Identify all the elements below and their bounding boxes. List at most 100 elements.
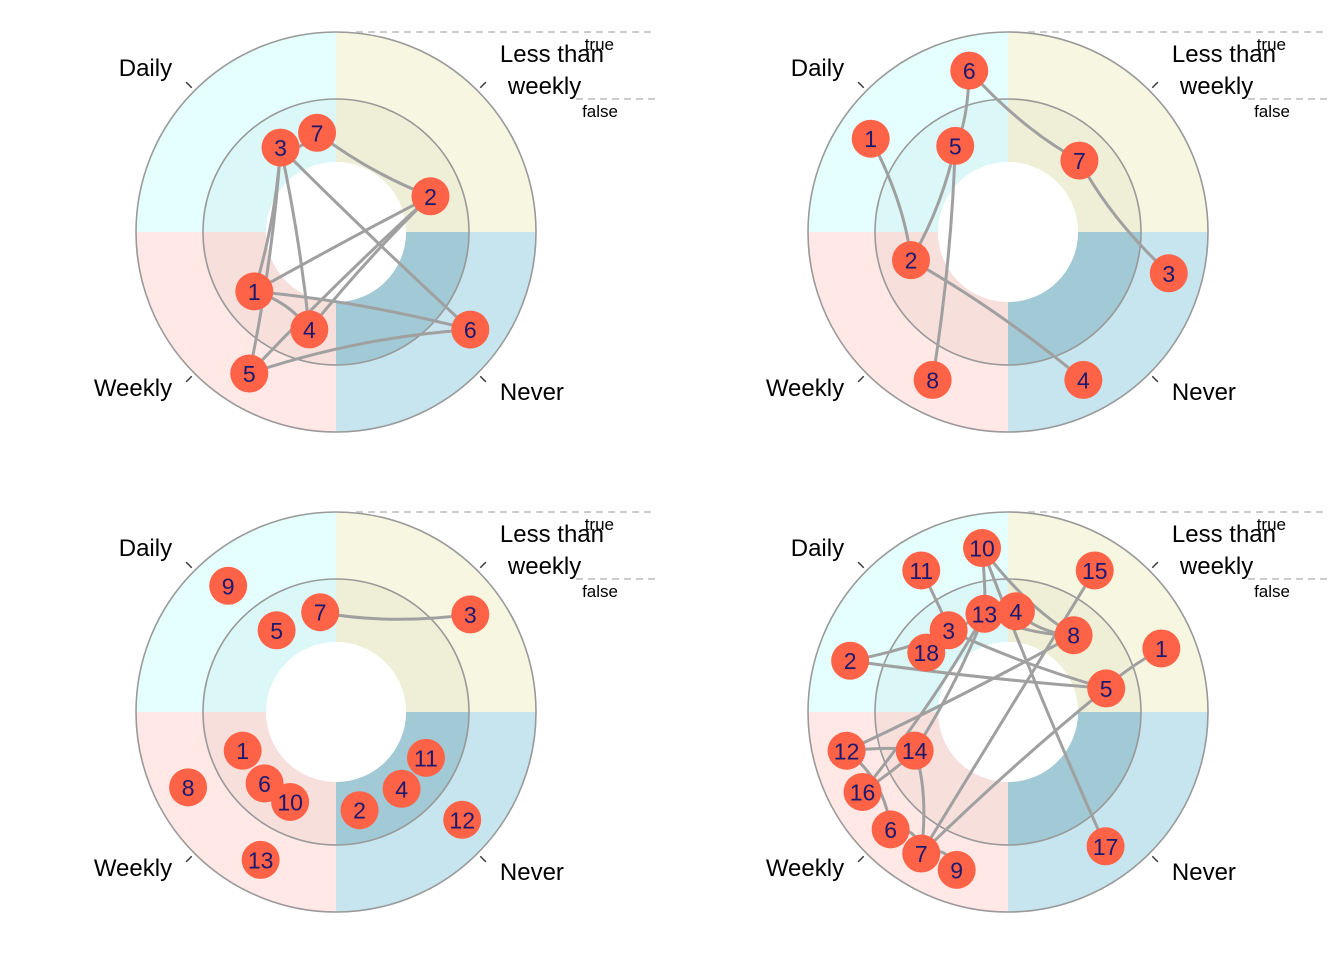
- ring-label-true: true: [1257, 515, 1286, 534]
- node-4: [1064, 360, 1103, 399]
- node-1: [1142, 629, 1181, 668]
- edge-10-17: [980, 547, 1107, 847]
- sector-outer-3: [136, 232, 336, 432]
- node-label-11: 11: [909, 558, 933, 584]
- sector-inner-2: [1008, 232, 1141, 365]
- edge-3-4: [279, 147, 311, 330]
- sector-label-3: Weekly: [766, 855, 844, 882]
- network-panel-2: true false Daily Less than weekly Never Weekly…: [766, 31, 1328, 433]
- network-panel-3: true false Daily Less than weekly Never Weekly…: [94, 511, 656, 913]
- node-12: [827, 731, 866, 770]
- node-1: [851, 119, 890, 158]
- sector-tick-0: [185, 81, 193, 89]
- node-label-7: 7: [915, 841, 928, 867]
- sector-outer-2: [336, 712, 536, 912]
- node-5: [1087, 669, 1126, 708]
- node-label-13: 13: [248, 847, 274, 873]
- sector-label-1: Less than weekly: [1172, 521, 1276, 580]
- node-label-8: 8: [1067, 623, 1080, 649]
- node-7: [298, 113, 337, 152]
- node-14: [895, 731, 934, 770]
- ring-label-true: true: [585, 35, 614, 54]
- node-label-2: 2: [905, 248, 918, 274]
- node-label-6: 6: [884, 817, 897, 843]
- sector-outer-0: [136, 32, 336, 232]
- edge-8-12: [845, 633, 1075, 753]
- node-9: [937, 850, 976, 889]
- sector-outer-3: [808, 232, 1008, 432]
- edge-3-6: [279, 146, 472, 331]
- node-label-3: 3: [942, 618, 955, 644]
- node-label-5: 5: [243, 361, 256, 387]
- node-label-16: 16: [850, 779, 876, 805]
- sector-tick-1: [1151, 81, 1159, 89]
- node-label-4: 4: [303, 317, 316, 343]
- node-label-8: 8: [182, 775, 195, 801]
- node-label-6: 6: [258, 771, 271, 797]
- node-label-3: 3: [274, 135, 287, 161]
- node-13: [241, 840, 280, 879]
- outer-ring: [135, 511, 537, 913]
- sector-label-0: Daily: [119, 535, 172, 562]
- node-label-2: 2: [424, 184, 437, 210]
- sector-label-2: Never: [1172, 859, 1236, 886]
- sector-label-1: Less than weekly: [1172, 41, 1276, 100]
- sector-label-1: Less than weekly: [500, 41, 604, 100]
- node-label-7: 7: [1073, 148, 1086, 174]
- sector-inner-0: [875, 99, 1008, 232]
- node-4: [996, 592, 1035, 631]
- edge-5-6: [248, 328, 471, 375]
- ring-label-false: false: [582, 102, 618, 121]
- node-3: [1149, 254, 1188, 293]
- sector-tick-3: [857, 855, 865, 863]
- middle-ring: [202, 98, 470, 366]
- ring-label-false: false: [582, 582, 618, 601]
- node-4: [290, 310, 329, 349]
- center-hole: [266, 642, 406, 782]
- node-label-5: 5: [270, 618, 283, 644]
- node-label-7: 7: [311, 120, 324, 146]
- node-label-1: 1: [248, 279, 261, 305]
- node-7: [902, 834, 941, 873]
- edge-5-2: [248, 195, 432, 375]
- node-2: [411, 177, 450, 216]
- sector-tick-2: [1151, 855, 1159, 863]
- node-label-10: 10: [277, 789, 303, 815]
- node-label-14: 14: [902, 738, 928, 764]
- sector-label-0: Daily: [791, 535, 844, 562]
- node-label-6: 6: [464, 317, 477, 343]
- node-2: [892, 241, 931, 280]
- node-label-6: 6: [963, 58, 976, 84]
- edge-5-7: [920, 687, 1108, 855]
- outer-ring: [807, 31, 1209, 433]
- node-label-12: 12: [449, 807, 475, 833]
- node-6: [950, 51, 989, 90]
- node-label-1: 1: [1155, 636, 1168, 662]
- sector-tick-2: [479, 855, 487, 863]
- sector-outer-1: [336, 512, 536, 712]
- sector-label-3: Weekly: [766, 375, 844, 402]
- node-4: [382, 769, 421, 808]
- sector-label-3: Weekly: [94, 855, 172, 882]
- node-11: [902, 551, 941, 590]
- node-3: [261, 128, 300, 167]
- sector-label-2: Never: [1172, 379, 1236, 406]
- sector-tick-1: [479, 561, 487, 569]
- node-label-15: 15: [1082, 558, 1108, 584]
- node-6: [871, 810, 910, 849]
- ring-label-false: false: [1254, 102, 1290, 121]
- sector-inner-1: [336, 579, 469, 712]
- edge-13-16: [861, 613, 986, 793]
- edge-2-4: [910, 258, 1085, 382]
- node-label-7: 7: [314, 600, 327, 626]
- sector-label-0: Daily: [791, 55, 844, 82]
- node-10: [963, 529, 1002, 568]
- outer-ring: [135, 31, 537, 433]
- network-panel-4: true false Daily Less than weekly Never Weekly…: [766, 511, 1328, 913]
- node-9: [209, 566, 248, 605]
- node-8: [1054, 616, 1093, 655]
- node-label-13: 13: [972, 601, 998, 627]
- sector-outer-2: [1008, 712, 1208, 912]
- sector-outer-3: [136, 712, 336, 912]
